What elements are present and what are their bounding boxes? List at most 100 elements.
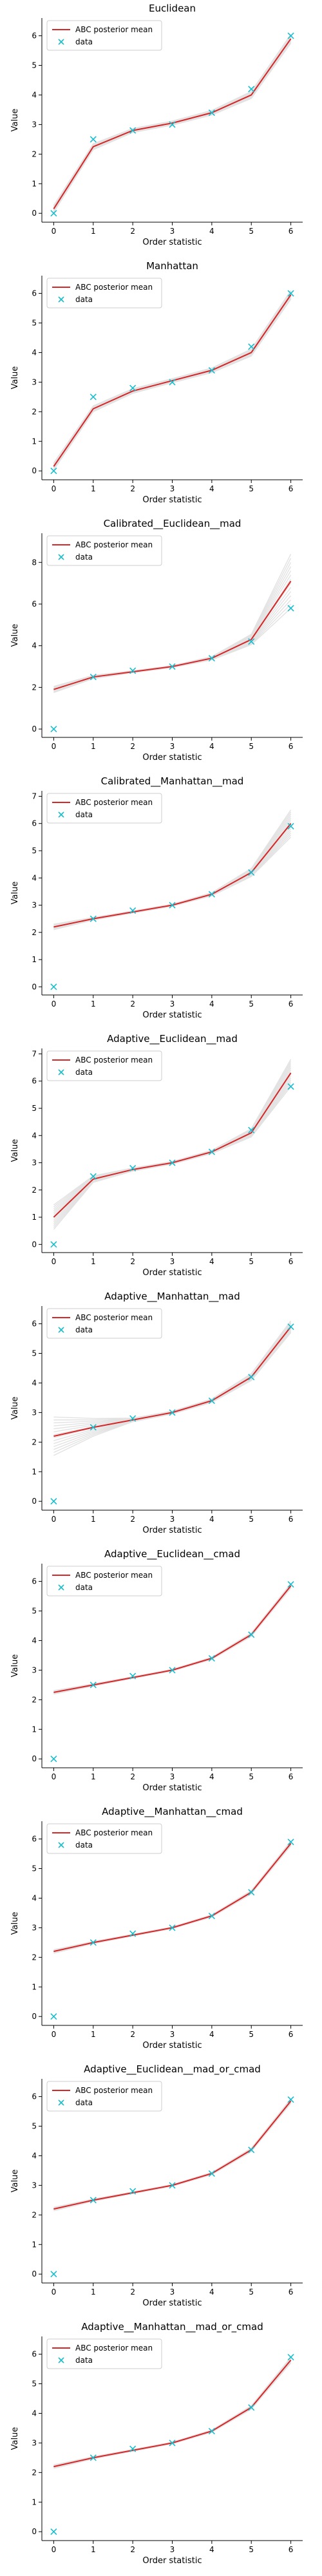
- x-tick-label: 6: [289, 1257, 294, 1266]
- data-point: [287, 1323, 294, 1331]
- posterior-sample-line: [53, 2101, 292, 2210]
- posterior-sample-line: [53, 2359, 292, 2467]
- legend-box: [46, 1050, 162, 1081]
- data-point: [90, 2197, 97, 2204]
- posterior-sample-line: [53, 1077, 292, 1222]
- posterior-mean-line: [53, 823, 292, 928]
- chart-panel-6: Adaptive__Manhattan__mad 0 1 2 3 4 5 6 0 1 2 3 4 5 6 Or…: [10, 1291, 303, 1535]
- chart-title: Adaptive__Manhattan__mad: [104, 1291, 240, 1303]
- posterior-sample-line: [53, 2101, 292, 2211]
- y-tick-label: 5: [32, 1104, 37, 1113]
- x-tick-label: 1: [91, 1257, 96, 1266]
- y-tick-label: 6: [32, 289, 37, 298]
- x-axis-label: Order statistic: [142, 1010, 202, 1020]
- legend-swatch-marker: [58, 2357, 64, 2363]
- posterior-sample-band: [53, 554, 292, 694]
- data-point-stroke: [208, 1148, 215, 1155]
- x-tick-label: 5: [249, 742, 254, 751]
- legend-swatch-marker: [58, 1842, 64, 1848]
- data-point: [248, 1889, 255, 1896]
- y-tick-label: 7: [32, 1049, 37, 1058]
- data-point: [90, 1424, 97, 1431]
- posterior-sample-line: [53, 1325, 292, 1432]
- posterior-sample-line: [53, 1842, 292, 1951]
- posterior-sample-line: [53, 813, 292, 926]
- data-point-stroke: [90, 674, 97, 681]
- data-point: [169, 1159, 176, 1166]
- posterior-sample-line: [53, 41, 292, 212]
- posterior-sample-line: [53, 562, 292, 688]
- posterior-mean-line: [53, 1072, 292, 1218]
- x-axis-label: Order statistic: [142, 238, 202, 247]
- data-point-stroke: [50, 2528, 57, 2535]
- data-point: [248, 869, 255, 876]
- x-axis-label: Order statistic: [142, 1783, 202, 1793]
- posterior-sample-line: [53, 298, 292, 470]
- y-tick-label: 0: [32, 1240, 37, 1249]
- data-point: [129, 1415, 137, 1422]
- data-point-stroke: [287, 2354, 294, 2361]
- data-point-stroke: [129, 1930, 137, 1937]
- legend-swatch-marker: [58, 1327, 64, 1333]
- y-tick-label: 5: [32, 846, 37, 855]
- x-tick-label: 1: [91, 227, 96, 236]
- legend-entry: data: [75, 553, 93, 562]
- data-point-stroke: [90, 1173, 97, 1180]
- x-tick-label: 6: [289, 227, 294, 236]
- y-tick-label: 4: [32, 348, 37, 357]
- y-tick-label: 2: [32, 1953, 37, 1962]
- posterior-sample-line: [53, 41, 292, 211]
- data-point-stroke: [287, 1083, 294, 1090]
- x-tick-label: 3: [170, 742, 175, 751]
- posterior-sample-line: [53, 1074, 292, 1219]
- legend-entry: data: [75, 1841, 93, 1850]
- data-point: [169, 663, 176, 670]
- legend: ABC posterior mean data: [46, 278, 162, 308]
- x-tick-label: 6: [289, 2030, 294, 2039]
- chart-panel-9: Adaptive__Euclidean__mad_or_cmad 0 1 2 3 4 5 6 0…: [10, 2063, 303, 2308]
- legend-swatch-marker: [58, 296, 64, 303]
- data-point-stroke: [50, 2271, 57, 2278]
- x-tick-label: 5: [249, 1772, 254, 1781]
- posterior-sample-line: [53, 1842, 292, 1952]
- y-tick-label: 1: [32, 1982, 37, 1991]
- data-point-stroke: [90, 1424, 97, 1431]
- x-tick-label: 0: [52, 2287, 57, 2297]
- posterior-sample-line: [53, 2358, 292, 2467]
- y-tick-label: 4: [32, 1636, 37, 1645]
- posterior-sample-line: [53, 43, 292, 213]
- data-point: [248, 1631, 255, 1638]
- y-tick-label: 2: [32, 928, 37, 937]
- legend: ABC posterior mean data: [46, 2081, 162, 2112]
- x-axis-label: Order statistic: [142, 2041, 202, 2050]
- data-point: [169, 2182, 176, 2189]
- posterior-sample-line: [53, 1331, 292, 1450]
- legend-entry: ABC posterior mean: [75, 1571, 153, 1580]
- y-tick-label: 4: [32, 641, 37, 650]
- y-tick-label: 4: [32, 1378, 37, 1387]
- posterior-sample-line: [53, 1843, 292, 1953]
- data-point-stroke: [169, 663, 176, 670]
- posterior-sample-line: [53, 574, 292, 690]
- posterior-sample-line: [53, 2358, 292, 2467]
- y-tick-label: 1: [32, 179, 37, 188]
- y-tick-label: 0: [32, 2527, 37, 2536]
- data-point-stroke: [248, 1126, 255, 1133]
- posterior-sample-line: [53, 830, 292, 929]
- x-tick-label: 5: [249, 999, 254, 1009]
- posterior-sample-line: [53, 558, 292, 688]
- x-tick-label: 5: [249, 2287, 254, 2297]
- data-point: [90, 393, 97, 401]
- data-point-stroke: [129, 2188, 137, 2195]
- posterior-sample-line: [53, 1584, 292, 1692]
- y-tick-label: 0: [32, 2269, 37, 2278]
- x-tick-label: 2: [130, 999, 135, 1009]
- x-tick-label: 0: [52, 999, 57, 1009]
- legend-box: [46, 278, 162, 308]
- chart-title: Manhattan: [146, 260, 198, 272]
- posterior-sample-line: [53, 607, 292, 694]
- x-tick-label: 4: [209, 2030, 214, 2039]
- posterior-sample-line: [53, 1587, 292, 1695]
- legend: ABC posterior mean data: [46, 1308, 162, 1339]
- y-tick-label: 4: [32, 1131, 37, 1140]
